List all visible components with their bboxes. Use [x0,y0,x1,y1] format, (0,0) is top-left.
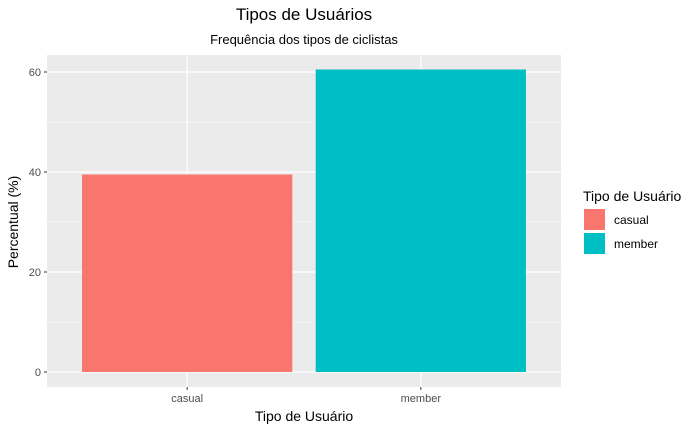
y-axis-title: Percentual (%) [5,176,21,269]
x-tick-label: member [401,393,442,405]
y-tick-label: 20 [29,267,41,279]
axes: 0 20 40 60 casual member [29,67,442,405]
x-tick-label: casual [171,393,203,405]
x-axis-title: Tipo de Usuário [255,408,354,424]
chart-title: Tipos de Usuários [236,5,372,24]
chart-subtitle: Frequência dos tipos de ciclistas [210,32,398,47]
legend-key-member [584,233,605,254]
y-tick-label: 40 [29,167,41,179]
y-tick-label: 0 [35,367,41,379]
legend-key-casual [584,209,605,230]
legend: Tipo de Usuário casual member [583,188,682,254]
legend-label-member: member [614,237,658,251]
legend-items: casual member [584,209,658,254]
bars [82,69,526,372]
legend-title: Tipo de Usuário [583,188,682,204]
bar-casual [82,174,293,372]
legend-label-casual: casual [614,213,649,227]
bar-member [315,69,526,372]
y-tick-label: 60 [29,67,41,79]
